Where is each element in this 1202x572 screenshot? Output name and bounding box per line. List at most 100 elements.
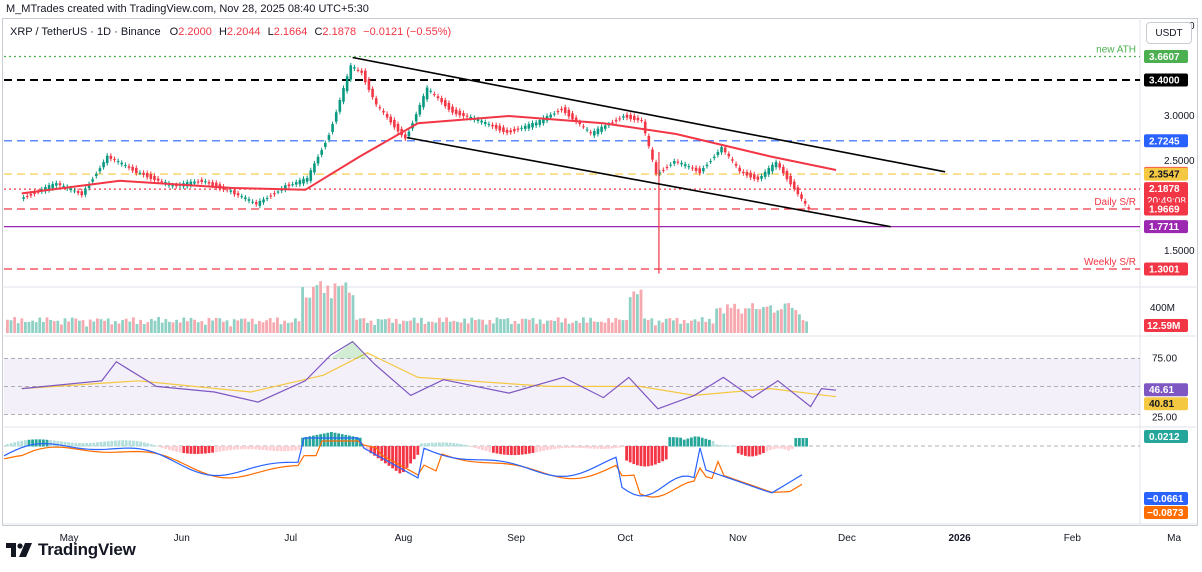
rsi-axis-tick: 25.00 bbox=[1152, 412, 1177, 423]
macd-hist-bar bbox=[592, 446, 596, 449]
volume-bar bbox=[160, 322, 164, 333]
candle-body bbox=[211, 182, 214, 186]
macd-hist-bar bbox=[103, 441, 106, 447]
time-axis-label: Dec bbox=[838, 533, 856, 544]
rsi-value-label: 46.61 bbox=[1149, 385, 1174, 396]
macd-hist-bar bbox=[175, 446, 178, 452]
volume-bar bbox=[488, 319, 492, 333]
candle-body bbox=[407, 131, 411, 137]
macd-hist-bar bbox=[286, 446, 290, 452]
macd-hist-bar bbox=[484, 446, 488, 451]
volume-bar bbox=[556, 317, 560, 333]
macd-hist-bar bbox=[67, 442, 70, 447]
macd-hist-bar bbox=[416, 446, 420, 455]
candle-body bbox=[389, 116, 393, 123]
macd-hist-bar bbox=[376, 446, 380, 459]
volume-bar bbox=[380, 319, 384, 333]
volume-bar bbox=[182, 317, 186, 333]
candle-body bbox=[589, 132, 592, 134]
channel-line-lower bbox=[406, 136, 891, 228]
candle-body bbox=[189, 181, 193, 186]
candle-body bbox=[142, 172, 145, 176]
brand-footer: TradingView bbox=[6, 540, 136, 560]
volume-bar bbox=[708, 318, 711, 333]
candle-body bbox=[95, 174, 98, 177]
candle-body bbox=[578, 122, 582, 125]
macd-hist-bar bbox=[596, 446, 600, 449]
volume-bar bbox=[344, 282, 348, 333]
volume-bar bbox=[693, 319, 697, 333]
candle-body bbox=[709, 161, 712, 163]
macd-hist-bar bbox=[402, 446, 405, 473]
volume-bar bbox=[114, 321, 117, 333]
candle-body bbox=[207, 182, 211, 184]
macd-hist-bar bbox=[434, 442, 438, 447]
ohlc-close-label: C bbox=[314, 26, 323, 38]
candle-body bbox=[792, 181, 796, 189]
candle-body bbox=[334, 112, 338, 122]
volume-bar bbox=[24, 321, 27, 333]
price-label-8: 1.3001 bbox=[1149, 264, 1180, 275]
macd-hist-bar bbox=[211, 446, 214, 453]
volume-bar bbox=[636, 294, 639, 333]
volume-bar bbox=[614, 317, 618, 333]
macd-hist-bar bbox=[92, 442, 96, 447]
volume-bar bbox=[582, 317, 585, 333]
currency-button[interactable]: USDT bbox=[1146, 22, 1192, 44]
candle-body bbox=[84, 188, 87, 195]
candle-body bbox=[200, 179, 204, 182]
volume-bar bbox=[63, 318, 67, 333]
macd-hist-bar bbox=[502, 446, 506, 455]
volume-bar bbox=[358, 318, 362, 333]
candle-body bbox=[520, 127, 523, 129]
candle-body bbox=[403, 134, 407, 139]
volume-bar bbox=[682, 320, 686, 333]
macd-hist-bar bbox=[232, 446, 236, 450]
volume-bar bbox=[49, 319, 52, 333]
volume-bar bbox=[654, 325, 657, 333]
candle-body bbox=[782, 166, 785, 174]
macd-hist-bar bbox=[715, 444, 718, 447]
volume-bar bbox=[121, 320, 124, 333]
price-label-7: 1.7711 bbox=[1149, 222, 1179, 233]
candle-body bbox=[360, 70, 363, 73]
candle-body bbox=[458, 110, 462, 116]
macd-hist-bar bbox=[510, 446, 513, 456]
macd-hist-bar bbox=[207, 446, 211, 454]
rsi-ma-value-bg bbox=[1144, 397, 1188, 411]
macd-hist-bar bbox=[632, 446, 636, 464]
candle-body bbox=[763, 171, 767, 177]
candle-body bbox=[425, 87, 429, 100]
symbol-name: XRP / TetherUS · 1D · Binance bbox=[10, 26, 161, 38]
candle-body bbox=[291, 184, 294, 186]
volume-bar bbox=[362, 318, 366, 333]
candle-body bbox=[98, 168, 102, 172]
candle-body bbox=[727, 153, 731, 157]
macd-hist-bar bbox=[535, 446, 538, 453]
volume-bar bbox=[481, 319, 484, 333]
volume-bar bbox=[128, 321, 132, 333]
ohlc-high: 2.2044 bbox=[226, 26, 261, 38]
macd-hist-bar bbox=[189, 446, 193, 454]
volume-bar bbox=[715, 308, 718, 333]
macd-hist-bar bbox=[488, 446, 492, 452]
volume-bar bbox=[348, 292, 351, 333]
candle-body bbox=[58, 183, 62, 186]
volume-bar bbox=[524, 318, 528, 333]
candle-body bbox=[658, 172, 662, 174]
candle-body bbox=[585, 129, 589, 131]
candle-body bbox=[229, 190, 233, 192]
volume-bar bbox=[430, 321, 434, 333]
macd-hist-bar bbox=[279, 446, 283, 452]
candle-body bbox=[44, 187, 47, 192]
candle-body bbox=[603, 125, 607, 129]
chart-frame bbox=[2, 18, 1198, 526]
candle-body bbox=[91, 179, 94, 182]
volume-bar bbox=[412, 317, 416, 333]
macd-hist-bar bbox=[387, 446, 391, 466]
level-name-0: new ATH bbox=[1096, 45, 1136, 56]
macd-hist-bar bbox=[420, 443, 423, 447]
volume-bar bbox=[67, 321, 70, 333]
macd-hist-bar bbox=[384, 446, 387, 464]
